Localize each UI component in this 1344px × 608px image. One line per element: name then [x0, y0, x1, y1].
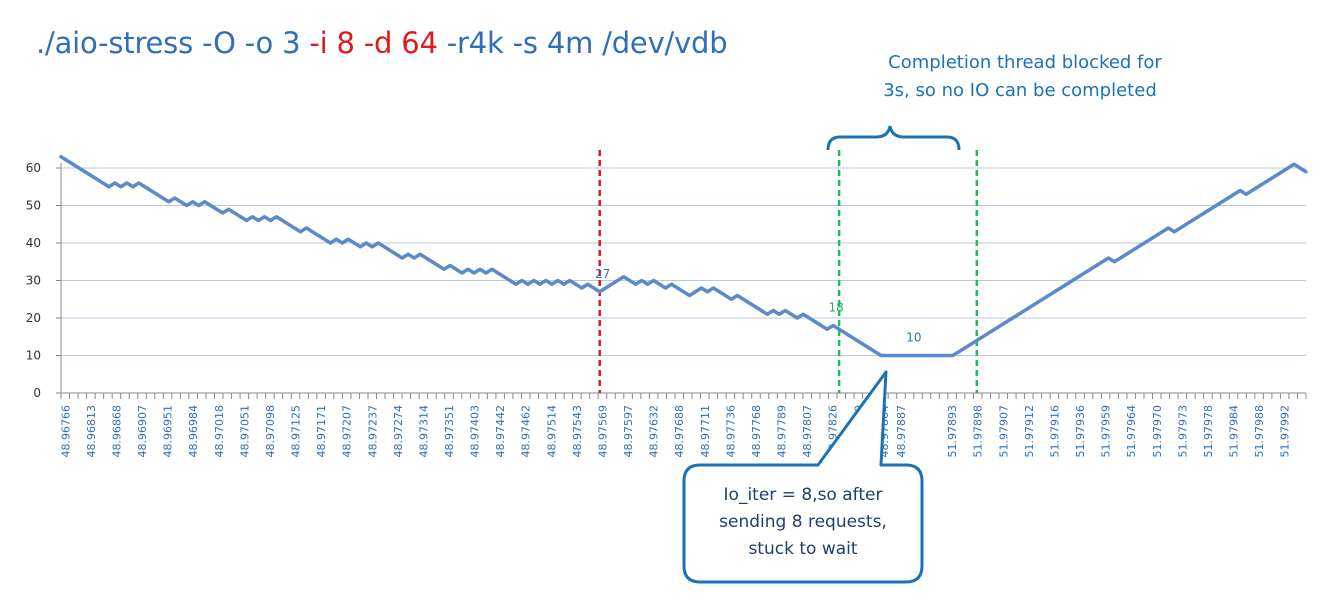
brace-shape — [826, 125, 961, 151]
x-tick-label: 48.97543 — [571, 405, 584, 458]
series-line — [59, 155, 1308, 358]
x-tick-label: 48.97274 — [392, 405, 405, 458]
title-highlight: -i 8 -d 64 — [309, 26, 438, 60]
x-tick-label: 51.97912 — [1023, 405, 1036, 458]
x-tick-label: 48.97207 — [341, 405, 354, 458]
chart-title: ./aio-stress -O -o 3 -i 8 -d 64 -r4k -s … — [36, 26, 728, 60]
y-tick-label: 50 — [26, 199, 41, 213]
x-tick-label: 48.97688 — [673, 405, 686, 458]
x-tick-label: 51.97984 — [1228, 405, 1241, 458]
x-tick-label: 51.97916 — [1048, 405, 1061, 458]
callout-text-line-3: stuck to wait — [748, 539, 857, 559]
x-tick-label: 48.97442 — [494, 405, 507, 458]
y-tick-label: 60 — [26, 161, 41, 175]
title-text: -r4k -s 4m /dev/vdb — [437, 26, 728, 60]
brace-text-line-2: 3s, so no IO can be completed — [883, 80, 1157, 101]
x-tick-label: 51.97973 — [1176, 405, 1189, 458]
x-tick-label: 51.97898 — [972, 405, 985, 458]
callout-bubble — [682, 370, 924, 584]
x-tick-labels: 48.96766 48.96813 48.96868 48.96907 48.96951… — [59, 405, 1291, 458]
callout-annotation: Io_iter = 8,so after sending 8 requests,… — [682, 370, 924, 584]
x-tick-label: 48.97237 — [366, 405, 379, 458]
x-tick-label: 48.96951 — [162, 405, 175, 458]
title-text: ./aio-stress -O -o 3 — [36, 26, 310, 60]
x-tick-label: 48.97098 — [264, 405, 277, 458]
y-tick-label: 30 — [26, 274, 41, 288]
x-tick-label: 48.96868 — [110, 405, 123, 458]
data-label: 27 — [595, 267, 610, 281]
grid-lines — [61, 167, 1306, 356]
x-tick-label: 51.97992 — [1279, 405, 1292, 458]
x-tick-label: 48.97887 — [895, 405, 908, 458]
x-tick-label: 48.96766 — [59, 405, 72, 458]
y-tick-label: 20 — [26, 311, 41, 325]
x-tick-label: 48.96813 — [85, 405, 98, 458]
callout-text-line-2: sending 8 requests, — [719, 512, 887, 532]
x-tick-label: 48.97462 — [520, 405, 533, 458]
x-tick-label: 51.97959 — [1100, 405, 1113, 458]
vertical-markers — [598, 150, 979, 393]
x-tick-label: 48.97632 — [648, 405, 661, 458]
x-tick-label: 48.97807 — [801, 405, 814, 458]
x-tick-label: 48.97569 — [596, 405, 609, 458]
x-tick-label: 48.97711 — [699, 405, 712, 458]
x-tick-label: 51.97964 — [1125, 405, 1138, 458]
x-tick-label: 48.97768 — [750, 405, 763, 458]
callout-text-line-1: Io_iter = 8,so after — [724, 485, 883, 505]
x-tick-label: 48.97597 — [622, 405, 635, 458]
x-tick-label: 48.97171 — [315, 405, 328, 458]
data-labels: 27 18 10 — [595, 267, 922, 345]
y-tick-label: 10 — [26, 349, 41, 363]
brace-text-line-1: Completion thread blocked for — [888, 52, 1162, 73]
x-tick-label: 51.97893 — [946, 405, 959, 458]
x-tick-label: 48.97125 — [290, 405, 303, 458]
x-tick-label: 48.97314 — [417, 405, 430, 458]
data-label: 10 — [906, 331, 921, 345]
x-tick-label: 51.97978 — [1202, 405, 1215, 458]
series-polyline — [59, 155, 1308, 358]
x-tick-label: 48.97514 — [545, 405, 558, 458]
y-tick-label: 0 — [33, 386, 41, 400]
x-tick-label: 51.97970 — [1151, 405, 1164, 458]
x-tick-label: 48.96907 — [136, 405, 149, 458]
x-tick-label: 48.96984 — [187, 405, 200, 458]
x-tick-label: 48.97736 — [724, 405, 737, 458]
x-tick-label: 48.97789 — [776, 405, 789, 458]
x-tick-label: 51.97907 — [997, 405, 1010, 458]
x-tick-label: 51.97988 — [1253, 405, 1266, 458]
y-tick-labels: 0 10 20 30 40 50 60 — [26, 161, 41, 400]
data-label: 18 — [828, 301, 843, 315]
x-tick-label: 48.97403 — [469, 405, 482, 458]
x-tick-label: 48.97351 — [443, 405, 456, 458]
x-tick-label: 51.97936 — [1074, 405, 1087, 458]
x-tick-label: 48.97018 — [213, 405, 226, 458]
brace-annotation: Completion thread blocked for 3s, so no … — [826, 52, 1162, 151]
y-tick-label: 40 — [26, 236, 41, 250]
x-tick-label: 48.97051 — [238, 405, 251, 458]
